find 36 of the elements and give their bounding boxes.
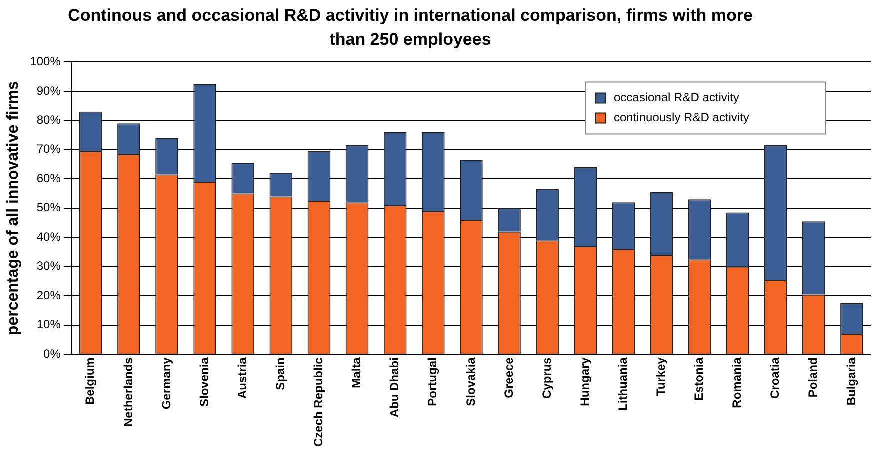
x-tick-label: Turkey xyxy=(654,357,668,396)
x-tick-label: Romania xyxy=(730,357,744,408)
y-tick-label: 100% xyxy=(30,54,62,69)
x-tick-label: Czech Republic xyxy=(312,357,326,448)
x-tick-label: Bulgaria xyxy=(844,357,858,406)
x-tick-label: Hungary xyxy=(578,357,592,406)
x-tick-label: Lithuania xyxy=(616,357,630,411)
y-tick-label: 70% xyxy=(36,142,62,156)
legend-label: occasional R&D activity xyxy=(614,90,740,105)
x-tick-label: Abu Dhabi xyxy=(388,358,402,418)
x-tick-label: Netherlands xyxy=(121,357,136,428)
x-tick-label: Belgium xyxy=(83,358,98,405)
x-tick-label: Greece xyxy=(502,357,516,398)
x-tick-label: Poland xyxy=(806,358,820,398)
x-tick-label: Slovenia xyxy=(197,357,212,408)
y-tick-label: 0% xyxy=(44,346,62,361)
x-tick-label: Spain xyxy=(273,358,288,390)
y-tick-label: 30% xyxy=(36,259,62,274)
x-tick-label: Austria xyxy=(235,357,250,399)
x-tick-label: Malta xyxy=(350,357,364,388)
y-tick-label: 10% xyxy=(36,318,62,332)
legend-label: continuously R&D activity xyxy=(614,110,750,125)
x-tick-label: Slovakia xyxy=(464,357,478,406)
y-tick-label: 20% xyxy=(36,288,62,302)
y-axis-title: percentage of all innovative firms xyxy=(5,81,22,336)
x-tick-label: Cyprus xyxy=(540,357,554,399)
y-tick-label: 50% xyxy=(36,200,62,215)
y-tick-label: 80% xyxy=(36,113,62,128)
x-tick-label: Croatia xyxy=(768,357,782,399)
x-tick-label: Estonia xyxy=(692,357,706,401)
y-tick-label: 60% xyxy=(36,171,62,186)
chart-title: Continous and occasional R&D activitiy in international comparison, firms with more than 250 employees xyxy=(67,5,754,51)
y-tick-label: 40% xyxy=(36,230,62,244)
y-tick-label: 90% xyxy=(36,84,62,98)
x-tick-label: Germany xyxy=(159,357,174,410)
x-tick-label: Portugal xyxy=(426,358,440,406)
